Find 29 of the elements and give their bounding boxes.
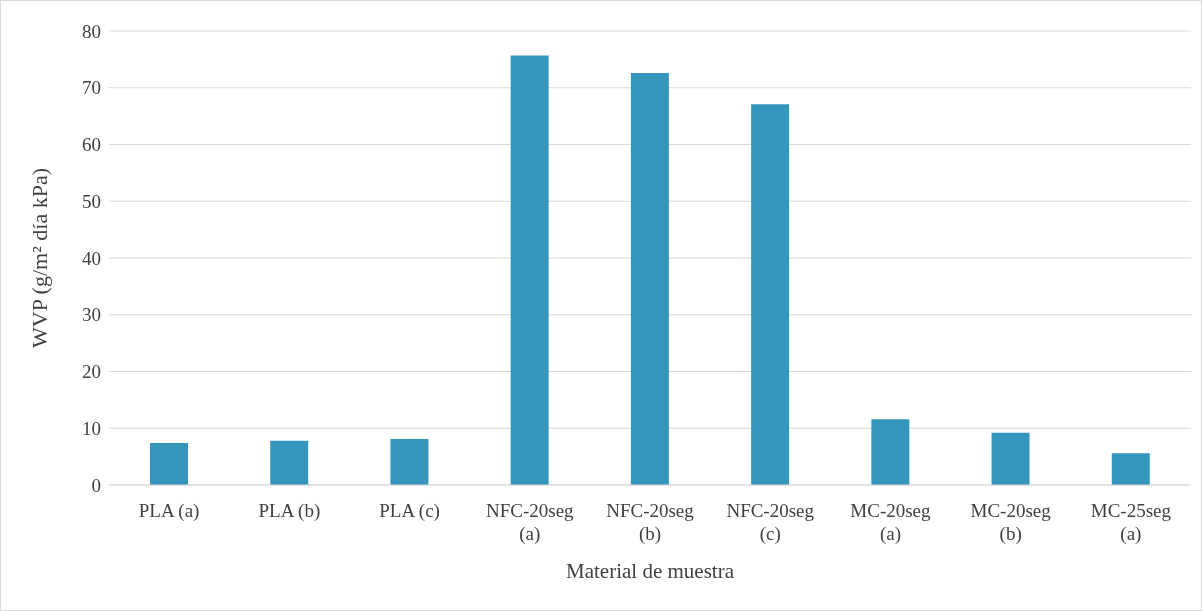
y-tick-label: 50 (82, 190, 101, 212)
bar (1111, 453, 1150, 485)
y-tick-label: 0 (91, 474, 101, 496)
y-tick-label: 10 (82, 417, 101, 439)
x-tick-label: NFC-20seg (c) (726, 500, 815, 545)
bar (630, 73, 669, 485)
y-tick-label: 30 (82, 304, 101, 326)
y-tick-label: 80 (82, 20, 101, 42)
y-tick-label: 40 (82, 247, 101, 269)
x-tick-label: MC-20seg (b) (970, 500, 1052, 545)
bar (390, 439, 429, 485)
x-tick-label: NFC-20seg (b) (606, 500, 695, 545)
x-tick-label: NFC-20seg (a) (485, 500, 575, 545)
y-axis-title: WVP (g/m² día kPa) (26, 168, 52, 348)
y-tick-label: 70 (82, 77, 101, 99)
y-tick-label: 60 (82, 134, 101, 156)
x-tick-label: PLA (a) (138, 500, 200, 522)
y-tick-label: 20 (82, 361, 101, 383)
bar (991, 432, 1030, 485)
x-axis-title: Material de muestra (566, 559, 735, 583)
bar (751, 104, 790, 485)
bar (270, 440, 309, 485)
x-tick-label: PLA (b) (258, 500, 321, 522)
bar (150, 443, 188, 485)
bar (871, 419, 910, 485)
bar (510, 55, 549, 485)
x-tick-label: MC-25seg (a) (1090, 500, 1172, 545)
x-tick-label: MC-20seg (a) (850, 500, 932, 545)
x-tick-label: PLA (c) (379, 500, 440, 522)
